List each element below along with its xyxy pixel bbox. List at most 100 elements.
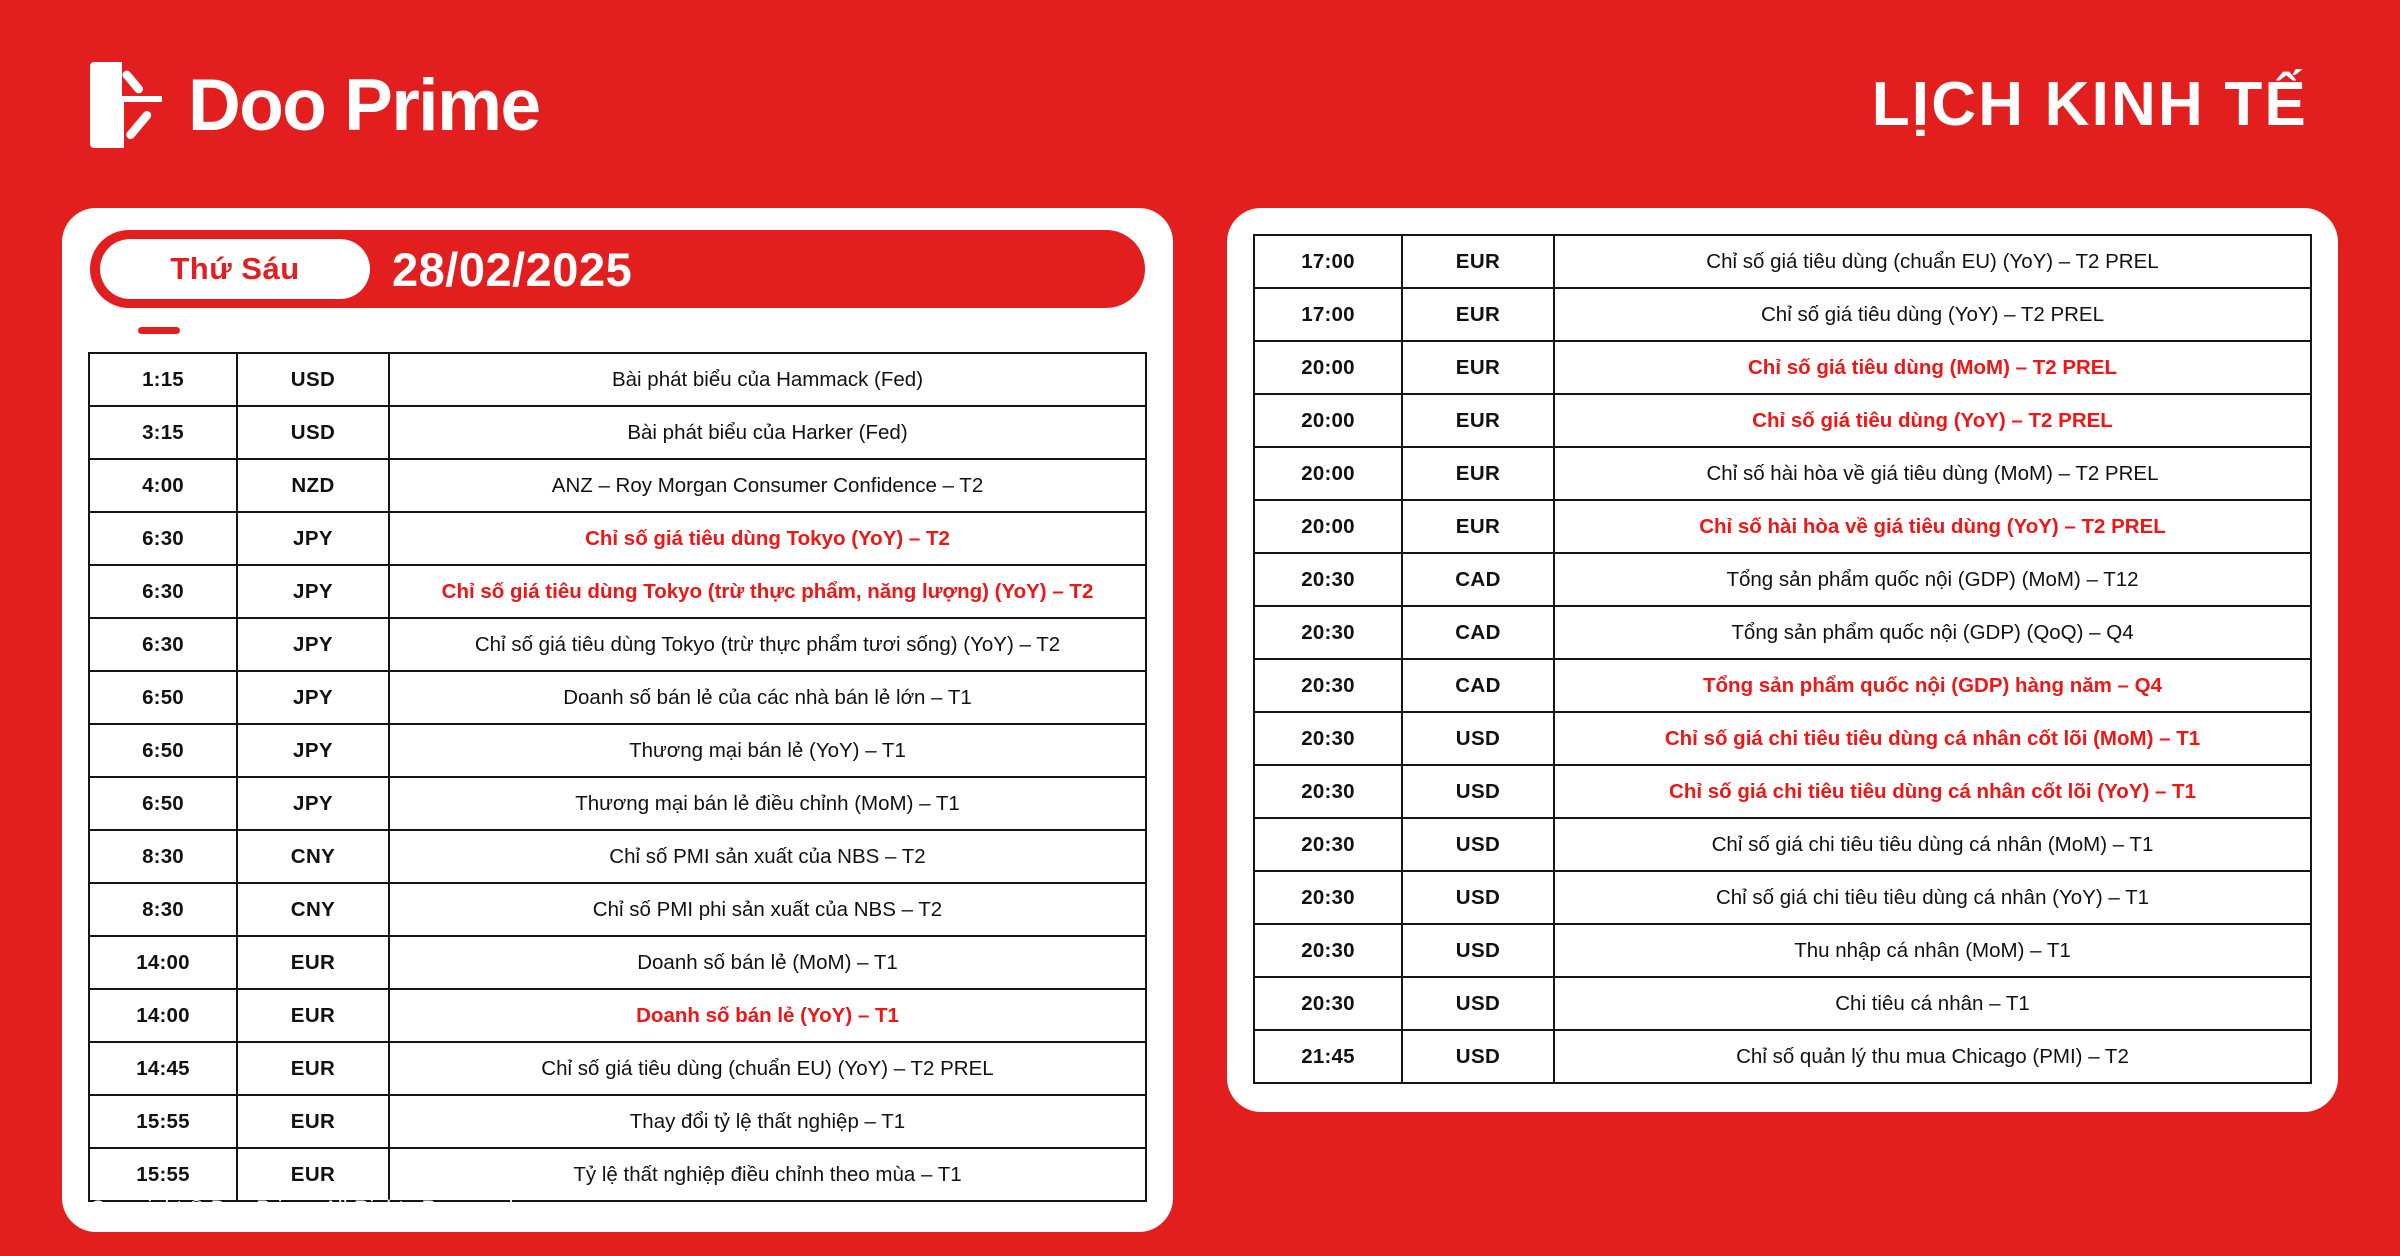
- event-name: ANZ – Roy Morgan Consumer Confidence – T…: [388, 458, 1147, 513]
- event-name: Chỉ số giá chi tiêu tiêu dùng cá nhân (Y…: [1553, 870, 2312, 925]
- event-time: 6:30: [88, 617, 238, 672]
- table-row[interactable]: 20:30 USD Chỉ số giá chi tiêu tiêu dùng cá…: [1253, 817, 2312, 872]
- table-row[interactable]: 20:30 USD Chỉ số giá chi tiêu tiêu dùng cá…: [1253, 764, 2312, 819]
- event-name: Chỉ số PMI sản xuất của NBS – T2: [388, 829, 1147, 884]
- event-currency: USD: [1401, 923, 1555, 978]
- event-time: 6:30: [88, 511, 238, 566]
- right-events-table: 17:00 EUR Chỉ số giá tiêu dùng (chuẩn EU) …: [1253, 234, 2312, 1084]
- brand-lockup: Doo Prime: [90, 62, 541, 148]
- event-time: 3:15: [88, 405, 238, 460]
- event-name-highlighted: Chỉ số giá tiêu dùng (MoM) – T2 PREL: [1553, 340, 2312, 395]
- event-currency: USD: [1401, 711, 1555, 766]
- event-currency: JPY: [236, 564, 390, 619]
- table-row[interactable]: 20:00 EUR Chỉ số giá tiêu dùng (YoY) – T2 …: [1253, 393, 2312, 448]
- event-currency: EUR: [1401, 234, 1555, 289]
- event-currency: EUR: [1401, 446, 1555, 501]
- event-time: 20:30: [1253, 923, 1403, 978]
- event-time: 17:00: [1253, 234, 1403, 289]
- table-row[interactable]: 3:15 USD Bài phát biểu của Harker (Fed): [88, 405, 1147, 460]
- calendar-board: Thứ Sáu 28/02/2025 1:15 USD Bài phát biểu …: [0, 208, 2400, 1232]
- event-currency: EUR: [236, 1041, 390, 1096]
- event-name: Thay đổi tỷ lệ thất nghiệp – T1: [388, 1094, 1147, 1149]
- event-name: Doanh số bán lẻ của các nhà bán lẻ lớn –…: [388, 670, 1147, 725]
- event-time: 15:55: [88, 1147, 238, 1202]
- table-row[interactable]: 15:55 EUR Tỷ lệ thất nghiệp điều chỉnh the…: [88, 1147, 1147, 1202]
- event-name: Chi tiêu cá nhân – T1: [1553, 976, 2312, 1031]
- event-time: 8:30: [88, 882, 238, 937]
- table-row[interactable]: 6:50 JPY Thương mại bán lẻ điều chỉnh (MoM…: [88, 776, 1147, 831]
- event-name-highlighted: Chỉ số hài hòa về giá tiêu dùng (YoY) – …: [1553, 499, 2312, 554]
- event-name-highlighted: Chỉ số giá chi tiêu tiêu dùng cá nhân cố…: [1553, 764, 2312, 819]
- event-name: Tỷ lệ thất nghiệp điều chỉnh theo mùa – …: [388, 1147, 1147, 1202]
- event-time: 6:50: [88, 723, 238, 778]
- table-row[interactable]: 6:30 JPY Chỉ số giá tiêu dùng Tokyo (YoY) …: [88, 511, 1147, 566]
- event-time: 20:30: [1253, 711, 1403, 766]
- event-name: Thu nhập cá nhân (MoM) – T1: [1553, 923, 2312, 978]
- table-row[interactable]: 8:30 CNY Chỉ số PMI phi sản xuất của NBS –…: [88, 882, 1147, 937]
- table-row[interactable]: 6:50 JPY Doanh số bán lẻ của các nhà bán l…: [88, 670, 1147, 725]
- table-row[interactable]: 14:00 EUR Doanh số bán lẻ (MoM) – T1: [88, 935, 1147, 990]
- table-row[interactable]: 20:30 USD Chỉ số giá chi tiêu tiêu dùng cá…: [1253, 711, 2312, 766]
- event-name: Chỉ số giá tiêu dùng (chuẩn EU) (YoY) – …: [388, 1041, 1147, 1096]
- event-currency: JPY: [236, 723, 390, 778]
- table-row[interactable]: 20:00 EUR Chỉ số hài hòa về giá tiêu dùng …: [1253, 446, 2312, 501]
- table-row[interactable]: 20:30 USD Chi tiêu cá nhân – T1: [1253, 976, 2312, 1031]
- table-row[interactable]: 17:00 EUR Chỉ số giá tiêu dùng (chuẩn EU) …: [1253, 234, 2312, 289]
- table-row[interactable]: 1:15 USD Bài phát biểu của Hammack (Fed): [88, 352, 1147, 407]
- event-name: Chỉ số giá chi tiêu tiêu dùng cá nhân (M…: [1553, 817, 2312, 872]
- table-row[interactable]: 20:30 USD Thu nhập cá nhân (MoM) – T1: [1253, 923, 2312, 978]
- table-row[interactable]: 6:30 JPY Chỉ số giá tiêu dùng Tokyo (trừ t…: [88, 617, 1147, 672]
- event-name: Tổng sản phẩm quốc nội (GDP) (QoQ) – Q4: [1553, 605, 2312, 660]
- footer-copyright: Copyright © Doo Prime. All Rights Reserv…: [90, 1197, 520, 1220]
- table-row[interactable]: 20:30 USD Chỉ số giá chi tiêu tiêu dùng cá…: [1253, 870, 2312, 925]
- event-name: Chỉ số hài hòa về giá tiêu dùng (MoM) – …: [1553, 446, 2312, 501]
- event-currency: JPY: [236, 617, 390, 672]
- left-events-table: 1:15 USD Bài phát biểu của Hammack (Fed) 3:…: [88, 352, 1147, 1202]
- table-row[interactable]: 14:00 EUR Doanh số bán lẻ (YoY) – T1: [88, 988, 1147, 1043]
- event-time: 14:00: [88, 935, 238, 990]
- page-title: LỊCH KINH TẾ: [1871, 70, 2308, 139]
- event-currency: USD: [236, 352, 390, 407]
- event-name-highlighted: Chỉ số giá tiêu dùng (YoY) – T2 PREL: [1553, 393, 2312, 448]
- event-name: Bài phát biểu của Harker (Fed): [388, 405, 1147, 460]
- table-row[interactable]: 20:30 CAD Tổng sản phẩm quốc nội (GDP) hàn…: [1253, 658, 2312, 713]
- event-currency: USD: [1401, 764, 1555, 819]
- event-time: 20:00: [1253, 393, 1403, 448]
- event-name: Tổng sản phẩm quốc nội (GDP) (MoM) – T12: [1553, 552, 2312, 607]
- event-currency: EUR: [236, 935, 390, 990]
- table-row[interactable]: 14:45 EUR Chỉ số giá tiêu dùng (chuẩn EU) …: [88, 1041, 1147, 1096]
- table-row[interactable]: 15:55 EUR Thay đổi tỷ lệ thất nghiệp – T1: [88, 1094, 1147, 1149]
- event-name: Thương mại bán lẻ điều chỉnh (MoM) – T1: [388, 776, 1147, 831]
- event-currency: EUR: [1401, 287, 1555, 342]
- event-currency: USD: [1401, 817, 1555, 872]
- event-time: 21:45: [1253, 1029, 1403, 1084]
- table-row[interactable]: 20:00 EUR Chỉ số giá tiêu dùng (MoM) – T2 …: [1253, 340, 2312, 395]
- event-time: 20:30: [1253, 658, 1403, 713]
- table-row[interactable]: 20:00 EUR Chỉ số hài hòa về giá tiêu dùng …: [1253, 499, 2312, 554]
- table-row[interactable]: 6:50 JPY Thương mại bán lẻ (YoY) – T1: [88, 723, 1147, 778]
- event-name: Chỉ số PMI phi sản xuất của NBS – T2: [388, 882, 1147, 937]
- event-time: 6:50: [88, 670, 238, 725]
- event-time: 6:30: [88, 564, 238, 619]
- event-name: Chỉ số giá tiêu dùng (chuẩn EU) (YoY) – …: [1553, 234, 2312, 289]
- table-row[interactable]: 6:30 JPY Chỉ số giá tiêu dùng Tokyo (trừ t…: [88, 564, 1147, 619]
- table-row[interactable]: 20:30 CAD Tổng sản phẩm quốc nội (GDP) (Mo…: [1253, 552, 2312, 607]
- event-time: 15:55: [88, 1094, 238, 1149]
- event-name-highlighted: Doanh số bán lẻ (YoY) – T1: [388, 988, 1147, 1043]
- event-currency: CNY: [236, 829, 390, 884]
- event-time: 20:30: [1253, 870, 1403, 925]
- table-row[interactable]: 8:30 CNY Chỉ số PMI sản xuất của NBS – T2: [88, 829, 1147, 884]
- table-row[interactable]: 17:00 EUR Chỉ số giá tiêu dùng (YoY) – T2 …: [1253, 287, 2312, 342]
- table-row[interactable]: 4:00 NZD ANZ – Roy Morgan Consumer Confide…: [88, 458, 1147, 513]
- event-time: 20:00: [1253, 499, 1403, 554]
- event-time: 20:30: [1253, 976, 1403, 1031]
- left-calendar-card: Thứ Sáu 28/02/2025 1:15 USD Bài phát biểu …: [62, 208, 1173, 1232]
- event-currency: CAD: [1401, 658, 1555, 713]
- day-of-week-label: Thứ Sáu: [170, 251, 300, 286]
- table-row[interactable]: 20:30 CAD Tổng sản phẩm quốc nội (GDP) (Qo…: [1253, 605, 2312, 660]
- event-time: 17:00: [1253, 287, 1403, 342]
- divider-dash: [138, 327, 180, 334]
- event-currency: EUR: [1401, 499, 1555, 554]
- event-time: 6:50: [88, 776, 238, 831]
- table-row[interactable]: 21:45 USD Chỉ số quản lý thu mua Chicago (…: [1253, 1029, 2312, 1084]
